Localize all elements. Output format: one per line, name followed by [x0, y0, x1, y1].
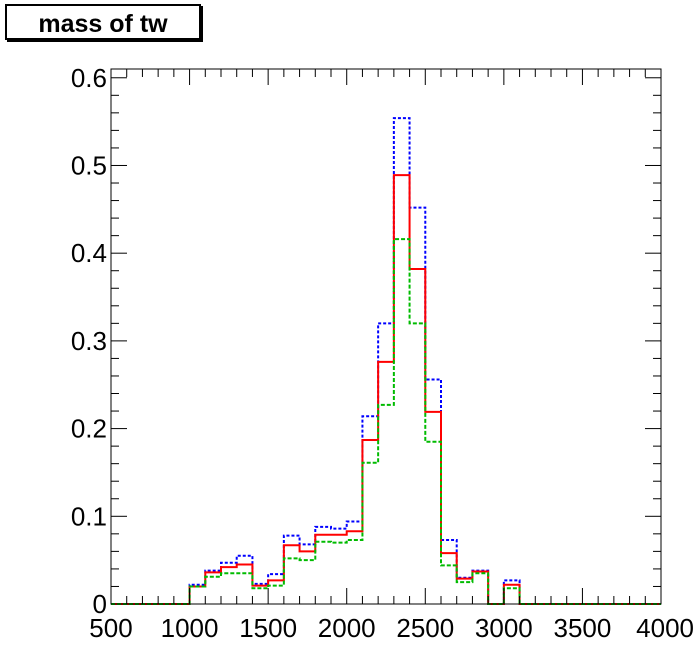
histogram-series-2 — [111, 238, 661, 605]
x-tick-label: 2000 — [318, 613, 376, 643]
y-tick-label: 0.6 — [71, 63, 107, 93]
x-tick-label: 1500 — [239, 613, 297, 643]
chart-title: mass of tw — [38, 10, 168, 38]
histogram-series-1 — [111, 174, 661, 605]
x-tick-label: 3500 — [554, 613, 612, 643]
y-tick-label: 0.4 — [71, 238, 107, 268]
chart-title-box: mass of tw — [5, 4, 201, 40]
plot-frame — [110, 68, 662, 605]
x-tick-label: 3000 — [475, 613, 533, 643]
x-tick-label: 1000 — [161, 613, 219, 643]
y-tick-label: 0.5 — [71, 150, 107, 180]
y-tick-label: 0.3 — [71, 326, 107, 356]
x-tick-label: 4000 — [636, 613, 694, 643]
y-tick-label: 0 — [93, 589, 107, 619]
x-tick-label: 500 — [89, 613, 132, 643]
y-tick-label: 0.2 — [71, 414, 107, 444]
x-tick-label: 2500 — [396, 613, 454, 643]
y-tick-label: 0.1 — [71, 501, 107, 531]
